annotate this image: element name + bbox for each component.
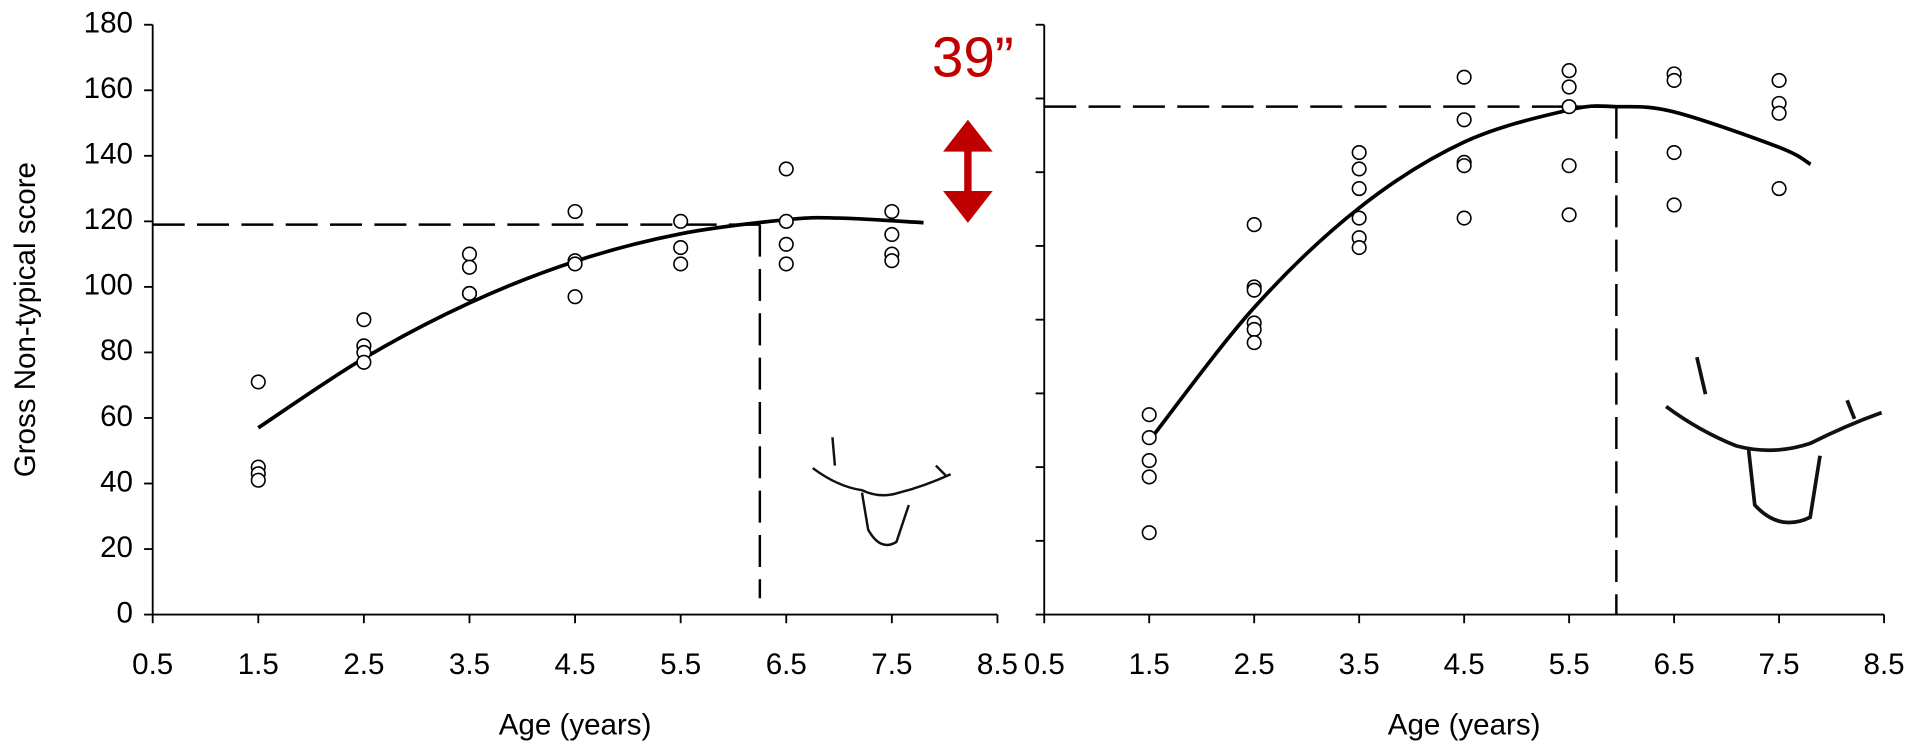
data-point [1771,181,1787,197]
data-point [1561,99,1577,115]
x-tick-label: 2.5 [1234,648,1275,681]
data-point [673,213,689,229]
data-point [250,374,266,390]
x-tick-label: 6.5 [766,648,807,681]
data-point [1141,452,1157,469]
y-tick-label: 160 [84,72,133,105]
data-point [1666,197,1682,213]
data-point [1351,181,1367,197]
data-point [1561,158,1577,174]
data-point [778,161,794,177]
annotation: 39” [932,27,1014,90]
data-point [673,256,689,272]
x-tick-label: 3.5 [449,648,490,681]
data-point [1771,105,1787,121]
data-point [1351,144,1367,161]
arrow [943,119,993,223]
x-tick-label: 7.5 [1759,648,1800,681]
y-tick-label: 100 [84,269,133,302]
data-point [778,256,794,272]
data-point [567,289,583,305]
deer-left [811,437,952,547]
fit-curve [1147,104,1812,443]
data-point [1141,469,1157,485]
x-tick-label: 8.5 [977,648,1018,681]
data-point [1561,63,1577,79]
data-point [461,259,478,275]
data-point [1246,321,1262,338]
data-point [1666,72,1682,89]
x-tick-label: 5.5 [1549,648,1590,681]
x-axis-label: Age (years) [499,708,652,741]
data-point [1246,217,1262,233]
y-tick-label: 140 [84,138,133,171]
data-point [1771,72,1787,89]
x-tick-label: 0.5 [132,648,173,681]
data-point [1456,112,1472,128]
data-point [356,354,372,370]
deer-right [1664,356,1883,525]
data-point [1666,144,1682,161]
x-tick-label: 4.5 [1444,648,1485,681]
data-point [250,472,266,488]
data-point [1351,239,1367,256]
data-point [461,246,478,262]
x-tick-label: 8.5 [1864,648,1905,681]
data-point [1456,210,1472,226]
data-point [884,253,900,269]
y-tick-label: 120 [84,203,133,236]
data-point [461,285,478,302]
data-point [1561,79,1577,95]
y-tick-label: 180 [84,7,133,40]
y-tick-label: 60 [100,400,133,433]
data-point [1141,407,1157,423]
data-point [567,256,583,272]
x-tick-label: 3.5 [1339,648,1380,681]
x-tick-label: 7.5 [871,648,912,681]
x-tick-label: 4.5 [555,648,596,681]
data-point [1246,335,1262,351]
y-tick-label: 80 [100,334,133,367]
data-point [884,226,900,243]
data-point [1561,207,1577,223]
data-point [884,203,900,220]
data-point [1456,158,1472,174]
data-point [778,213,794,229]
x-tick-label: 5.5 [660,648,701,681]
y-tick-label: 20 [100,531,133,564]
data-point [673,239,689,256]
y-axis-label: Gross Non-typical score [9,162,42,477]
data-point [356,312,372,328]
x-tick-label: 2.5 [343,648,384,681]
x-tick-label: 1.5 [238,648,279,681]
data-point [567,203,583,220]
x-axis-label: Age (years) [1388,708,1541,741]
x-tick-label: 6.5 [1654,648,1695,681]
data-point [1351,161,1367,177]
data-point [1141,430,1157,446]
x-tick-label: 0.5 [1024,648,1065,681]
y-tick-label: 40 [100,465,133,498]
data-point [1456,69,1472,85]
data-point [778,236,794,252]
data-point [1141,525,1157,541]
x-tick-label: 1.5 [1129,648,1170,681]
data-point [1246,282,1262,298]
y-tick-label: 0 [117,596,133,629]
data-point [1351,210,1367,226]
